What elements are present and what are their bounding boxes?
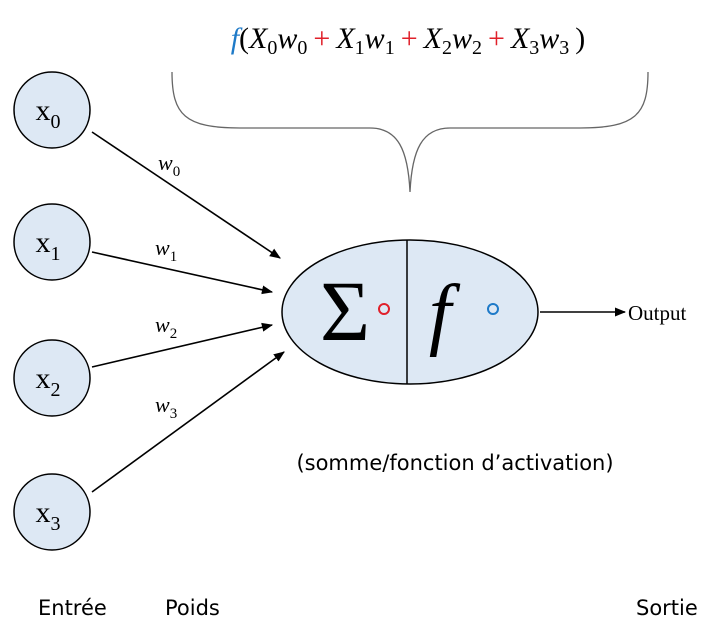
input-sub: 2	[51, 379, 61, 401]
formula-var: w	[277, 22, 297, 55]
formula-sub: 0	[267, 37, 277, 59]
weight-var: w	[155, 392, 170, 417]
weight-var: w	[155, 235, 170, 260]
caption: (somme/fonction d’activation)	[296, 451, 613, 475]
formula-var: w	[365, 22, 385, 55]
formula-paren: (	[239, 22, 249, 55]
formula-var: X	[510, 22, 531, 55]
arrow	[91, 351, 285, 493]
weight-label: w2	[155, 312, 177, 342]
output-label: Output	[628, 301, 687, 325]
input-sub: 3	[51, 513, 61, 535]
input-var: x	[36, 226, 51, 259]
input-node	[13, 203, 91, 281]
formula-var: X	[423, 22, 444, 55]
sum-symbol: Σ	[320, 263, 370, 359]
footer-label: Sortie	[636, 596, 698, 620]
input-node	[13, 339, 91, 417]
weight-sub: 3	[170, 406, 178, 422]
input-label: x1	[36, 226, 61, 265]
input-var: x	[36, 94, 51, 127]
formula-var: X	[248, 22, 269, 55]
formula-sub: 2	[442, 37, 452, 59]
input-node	[13, 473, 91, 551]
formula-operator: +	[313, 22, 330, 55]
input-node	[13, 71, 91, 149]
formula-sub: 3	[559, 37, 569, 59]
input-label: x0	[36, 94, 61, 133]
arrow	[91, 131, 281, 259]
brace	[171, 71, 649, 193]
formula-sub: 2	[472, 37, 482, 59]
footer-label: Entrée	[38, 596, 107, 620]
footer-label: Poids	[165, 596, 220, 620]
formula-operator: +	[401, 22, 418, 55]
weight-sub: 0	[173, 164, 181, 180]
weight-sub: 2	[170, 326, 178, 342]
weight-label: w1	[155, 235, 177, 265]
neuron	[281, 239, 539, 385]
weight-var: w	[158, 150, 173, 175]
weight-label: w0	[158, 150, 180, 180]
input-sub: 1	[51, 243, 61, 265]
dot	[378, 303, 390, 315]
input-var: x	[36, 496, 51, 529]
formula-paren: )	[575, 22, 585, 55]
formula-var: w	[539, 22, 559, 55]
arrow	[91, 251, 274, 295]
formula-operator: +	[488, 22, 505, 55]
arrows	[91, 131, 627, 493]
weight-var: w	[155, 312, 170, 337]
weight-label: w3	[155, 392, 177, 422]
dot	[487, 303, 499, 315]
arrow	[91, 322, 274, 368]
formula-sub: 0	[297, 37, 307, 59]
input-sub: 0	[51, 111, 61, 133]
weight-sub: 1	[170, 249, 178, 265]
formula-sub: 1	[385, 37, 395, 59]
formula: f(X0w0 + X1w1 + X2w2 + X3w3 )	[231, 22, 586, 59]
input-label: x2	[36, 362, 61, 401]
input-var: x	[36, 362, 51, 395]
input-label: x3	[36, 496, 61, 535]
formula-var: X	[335, 22, 356, 55]
formula-sub: 1	[355, 37, 365, 59]
formula-var: w	[452, 22, 472, 55]
formula-sub: 3	[529, 37, 539, 59]
